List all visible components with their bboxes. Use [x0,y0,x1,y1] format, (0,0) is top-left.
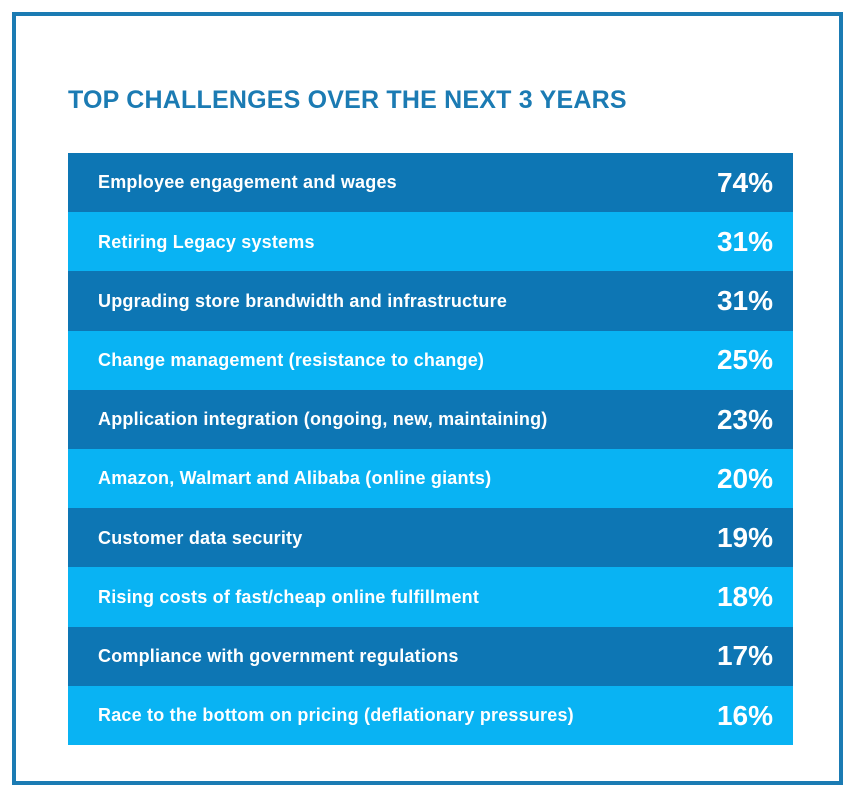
row-value: 31% [716,285,773,317]
row-value: 74% [716,166,773,198]
row-label: Upgrading store brandwidth and infrastru… [98,290,508,311]
row-value: 20% [716,462,773,494]
row-value: 18% [716,581,773,613]
row-label: Amazon, Walmart and Alibaba (online gian… [98,468,492,489]
table-row: Employee engagement and wages 74% [68,153,793,213]
row-value: 23% [716,403,773,435]
row-label: Retiring Legacy systems [98,231,315,252]
row-value: 31% [716,226,773,258]
row-label: Compliance with government regulations [98,645,459,666]
row-value: 17% [716,640,773,672]
row-value: 19% [716,522,773,554]
table-row: Customer data security 19% [68,508,793,568]
table-row: Retiring Legacy systems 31% [68,212,793,272]
row-label: Race to the bottom on pricing (deflation… [98,705,574,726]
row-label: Application integration (ongoing, new, m… [98,409,548,430]
chart-frame [12,12,843,785]
chart-title: TOP CHALLENGES OVER THE NEXT 3 YEARS [68,86,627,114]
challenges-table: Employee engagement and wages 74% Retiring… [68,153,793,746]
table-row: Amazon, Walmart and Alibaba (online gian… [68,449,793,509]
row-label: Employee engagement and wages [98,172,397,193]
table-row: Upgrading store brandwidth and infrastru… [68,271,793,332]
row-label: Rising costs of fast/cheap online fulfil… [98,586,480,607]
row-label: Change management (resistance to change) [98,349,485,370]
table-row: Compliance with government regulations 17… [68,626,793,687]
table-row: Rising costs of fast/cheap online fulfil… [68,567,793,628]
row-label: Customer data security [98,527,303,548]
table-row: Race to the bottom on pricing (deflation… [68,685,793,746]
table-row: Change management (resistance to change)… [68,330,793,391]
row-value: 25% [716,344,773,376]
table-row: Application integration (ongoing, new, m… [68,389,793,450]
row-value: 16% [716,699,773,731]
